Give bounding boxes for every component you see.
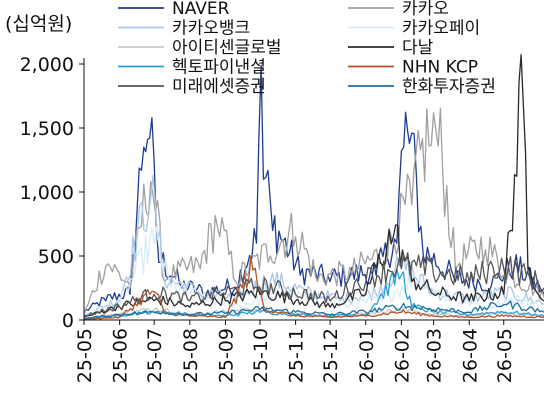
- series-line-3: [83, 226, 544, 319]
- plot-lines: [83, 53, 544, 321]
- legend-label: NHN KCP: [402, 58, 478, 78]
- series-line-8: [83, 252, 544, 317]
- y-tick-label: 0: [62, 310, 74, 332]
- legend-label: 카카오페이: [402, 19, 480, 39]
- x-tick-label: 26-03: [424, 328, 446, 383]
- legend-label: 카카오: [402, 0, 449, 19]
- y-tick-label: 1,000: [20, 182, 74, 204]
- axes: 0 500 1,000 1,500 2,000 25-05 25-06 25-07 25-08 2…: [20, 54, 544, 383]
- legend-label: 헥토파이낸셜: [172, 58, 266, 78]
- series-line-7: [83, 256, 544, 321]
- legend-label: 카카오뱅크: [172, 19, 250, 39]
- x-tick-label: 25-11: [286, 328, 308, 383]
- legend-label: 미래에셋증권: [172, 77, 266, 97]
- legend-label: 다날: [402, 38, 434, 58]
- y-tick-label: 1,500: [20, 118, 74, 140]
- x-tick-label: 26-04: [459, 328, 481, 383]
- x-tick-label: 25-07: [144, 328, 166, 383]
- y-tick-label: 2,000: [20, 54, 74, 76]
- series-line-9: [83, 300, 544, 320]
- x-tick-label: 26-02: [391, 328, 413, 383]
- x-tick-label: 25-08: [180, 328, 202, 383]
- x-tick-label: 26-05: [494, 328, 516, 383]
- series-line-5: [83, 53, 544, 318]
- legend-label: 한화투자증권: [402, 77, 496, 97]
- y-axis-label: (십억원): [5, 13, 72, 35]
- y-tick-label: 500: [38, 246, 74, 268]
- x-tick-label: 26-01: [356, 328, 378, 383]
- legend-label: 아이티센글로벌: [172, 38, 281, 58]
- x-tick-label: 25-10: [250, 328, 272, 383]
- legend-label: NAVER: [172, 0, 230, 19]
- x-tick-label: 25-12: [320, 328, 342, 383]
- x-tick-label: 25-06: [110, 328, 132, 383]
- x-tick-label: 25-09: [215, 328, 237, 383]
- x-tick-label: 25-05: [74, 328, 96, 383]
